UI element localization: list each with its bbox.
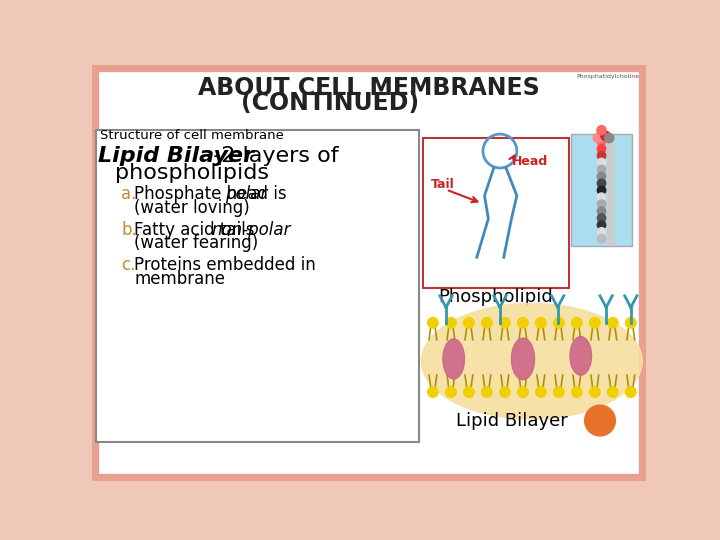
Text: (water fearing): (water fearing) [134,234,258,252]
Circle shape [598,234,606,243]
Circle shape [464,387,474,397]
Ellipse shape [421,303,642,419]
Circle shape [593,133,603,143]
Circle shape [607,156,614,162]
Text: Phosphatidylcholine: Phosphatidylcholine [576,74,639,79]
Circle shape [607,148,614,156]
Circle shape [607,176,614,183]
Circle shape [598,200,606,208]
Text: b.: b. [121,220,137,239]
Text: non-polar: non-polar [211,220,291,239]
Circle shape [598,214,606,222]
Circle shape [554,387,564,397]
Text: Head: Head [511,154,548,167]
Text: membrane: membrane [134,270,225,288]
Text: c.: c. [121,256,135,274]
Text: Lipid Bilayer: Lipid Bilayer [98,146,254,166]
Ellipse shape [511,338,534,380]
Text: Fatty acid tails: Fatty acid tails [134,220,260,239]
Circle shape [605,133,614,143]
Circle shape [482,318,492,328]
Text: -2 layers of: -2 layers of [206,146,338,166]
Circle shape [598,172,606,181]
Circle shape [536,387,546,397]
Circle shape [598,207,606,215]
Circle shape [482,387,492,397]
FancyBboxPatch shape [423,138,570,288]
Circle shape [607,169,614,176]
Circle shape [590,318,600,328]
Circle shape [607,162,614,169]
Circle shape [572,387,582,397]
Circle shape [626,318,636,328]
Circle shape [500,318,510,328]
Circle shape [600,131,610,140]
Circle shape [607,232,614,239]
Text: Proteins embedded in: Proteins embedded in [134,256,316,274]
Text: Structure of cell membrane: Structure of cell membrane [99,129,284,142]
Circle shape [608,387,618,397]
Circle shape [428,318,438,328]
Circle shape [607,239,614,245]
Circle shape [518,318,528,328]
Circle shape [554,318,564,328]
Circle shape [598,151,606,160]
Text: phospholipids: phospholipids [115,163,269,183]
Circle shape [446,318,456,328]
Circle shape [626,387,636,397]
Text: Lipid Bilayer: Lipid Bilayer [456,411,567,429]
Text: Phosphate head is: Phosphate head is [134,185,292,203]
FancyBboxPatch shape [95,68,643,477]
Circle shape [598,158,606,167]
Circle shape [607,190,614,197]
Circle shape [598,221,606,229]
Circle shape [607,183,614,190]
Circle shape [590,387,600,397]
FancyBboxPatch shape [96,130,419,442]
Circle shape [607,211,614,218]
Circle shape [598,145,606,153]
Circle shape [597,126,606,135]
Text: Tail: Tail [431,178,454,191]
Text: polar: polar [225,185,267,203]
Circle shape [607,141,614,149]
Circle shape [608,318,618,328]
Circle shape [598,165,606,174]
Circle shape [446,387,456,397]
Circle shape [536,318,546,328]
Circle shape [572,318,582,328]
Circle shape [598,193,606,201]
Ellipse shape [570,336,592,375]
Circle shape [607,225,614,232]
Circle shape [428,387,438,397]
Circle shape [585,405,616,436]
Text: (water loving): (water loving) [134,199,250,217]
Ellipse shape [443,339,464,379]
Circle shape [607,218,614,225]
Circle shape [500,387,510,397]
Circle shape [464,318,474,328]
Circle shape [607,197,614,204]
Text: ABOUT CELL MEMBRANES: ABOUT CELL MEMBRANES [198,76,540,100]
Circle shape [518,387,528,397]
Text: (CONTINUED): (CONTINUED) [241,91,420,116]
Text: a.: a. [121,185,136,203]
Circle shape [598,138,606,146]
FancyBboxPatch shape [571,134,632,246]
Circle shape [598,228,606,236]
Circle shape [598,186,606,194]
Text: Phospholipid: Phospholipid [438,288,554,306]
Circle shape [598,179,606,187]
Circle shape [607,204,614,211]
